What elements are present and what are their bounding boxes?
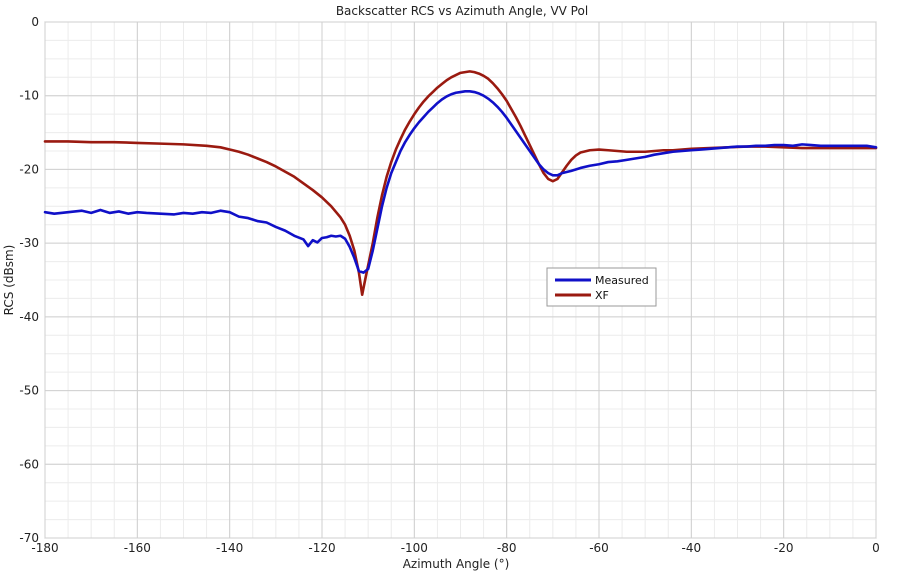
x-axis-label: Azimuth Angle (°) (403, 557, 510, 571)
y-tick-label: -40 (19, 310, 39, 324)
x-tick-label: -60 (589, 541, 609, 555)
x-tick-label: -100 (401, 541, 428, 555)
y-tick-label: -20 (19, 162, 39, 176)
legend-label-xf: XF (595, 289, 609, 302)
legend: Measured XF (546, 267, 657, 307)
legend-box (546, 267, 657, 307)
y-axis-ticks: 0 -10 -20 -30 -40 -50 -60 -70 (19, 15, 39, 545)
x-tick-label: -180 (31, 541, 58, 555)
chart-title: Backscatter RCS vs Azimuth Angle, VV Pol (336, 4, 588, 18)
y-tick-label: -50 (19, 384, 39, 398)
series-line-measured (43, 89, 878, 274)
series-layer (43, 70, 878, 297)
minor-grid (44, 21, 877, 539)
x-tick-label: -120 (308, 541, 335, 555)
y-tick-label: -30 (19, 236, 39, 250)
y-tick-label: 0 (31, 15, 39, 29)
major-grid (44, 21, 877, 539)
x-tick-label: -40 (682, 541, 702, 555)
legend-label-measured: Measured (595, 274, 649, 287)
series-line-xf (43, 70, 878, 297)
y-axis-label: RCS (dBsm) (2, 245, 16, 316)
x-tick-label: -140 (216, 541, 243, 555)
y-tick-label: -70 (19, 531, 39, 545)
x-axis-ticks: -180 -160 -140 -120 -100 -80 -60 -40 -20 0 (31, 541, 879, 555)
x-tick-label: -80 (497, 541, 517, 555)
y-tick-label: -60 (19, 457, 39, 471)
x-tick-label: -160 (124, 541, 151, 555)
x-tick-label: 0 (872, 541, 880, 555)
x-tick-label: -20 (774, 541, 794, 555)
y-tick-label: -10 (19, 89, 39, 103)
